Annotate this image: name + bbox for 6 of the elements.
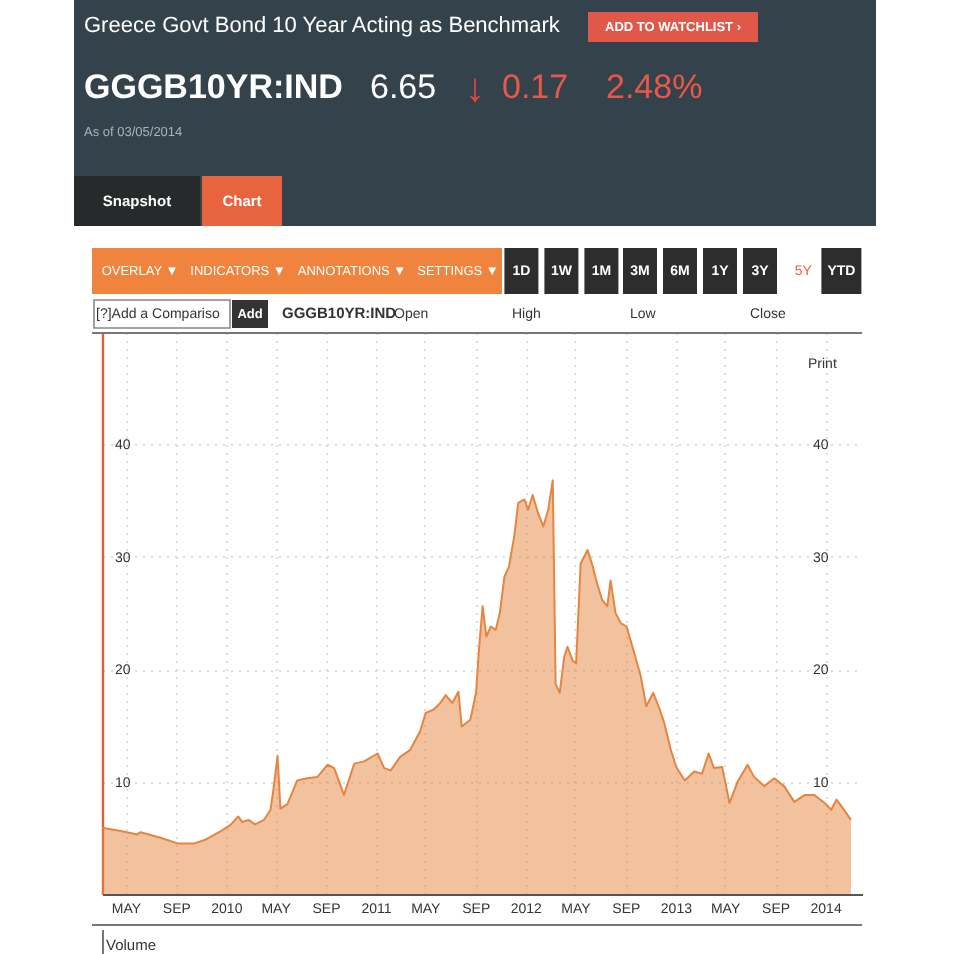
text: ↓ — [465, 67, 485, 111]
text: 6.65 — [370, 68, 437, 106]
chart-subtitle: GGGB10YR:IND — [84, 68, 343, 106]
chart-title: Greece Govt Bond 10 Year Acting as Benchmark — [84, 14, 561, 38]
text: 0.17 — [502, 68, 569, 106]
text: 2.48% — [606, 68, 703, 106]
